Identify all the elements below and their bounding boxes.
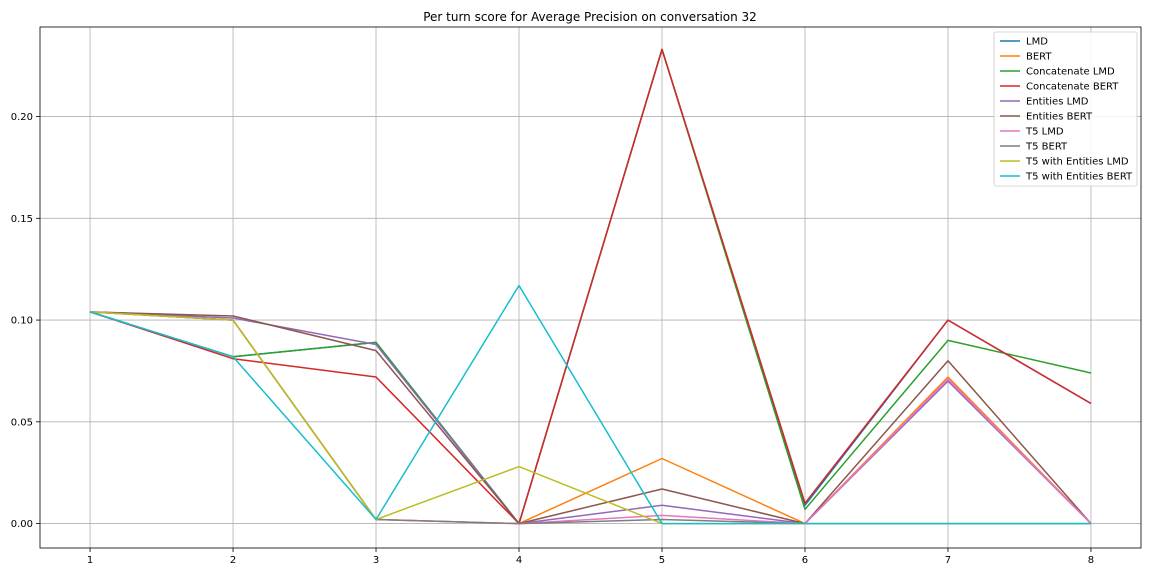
y-tick-label: 0.05	[11, 417, 33, 428]
legend-label: T5 LMD	[1025, 127, 1064, 138]
legend-label: Entities BERT	[1026, 112, 1093, 123]
legend-label: Concatenate BERT	[1026, 82, 1119, 93]
legend-label: Concatenate LMD	[1026, 67, 1115, 78]
series-line-3	[89, 48, 1092, 525]
series-layer	[89, 48, 1092, 525]
x-tick-label: 2	[230, 555, 236, 566]
x-tick-label: 8	[1088, 555, 1094, 566]
y-tick-label: 0.10	[11, 316, 33, 327]
x-tick-label: 5	[659, 555, 665, 566]
x-tick-label: 1	[87, 555, 93, 566]
y-tick-label: 0.00	[11, 519, 33, 530]
series-line-1	[89, 311, 1092, 525]
series-line-9	[89, 284, 1091, 525]
y-tick-label: 0.15	[11, 214, 33, 225]
x-tick-label: 4	[516, 555, 522, 566]
x-tick-label: 7	[945, 555, 951, 566]
y-tick-label: 0.20	[11, 112, 33, 123]
axes: 1 2 3 4 5 6 7 8 0.00 0.05 0.10 0.15 0.20	[11, 26, 1142, 566]
x-tick-label: 6	[802, 555, 808, 566]
legend-label: T5 with Entities LMD	[1025, 157, 1129, 168]
x-tick-label: 3	[373, 555, 379, 566]
series-line-5	[89, 311, 1092, 525]
legend-label: T5 with Entities BERT	[1025, 172, 1133, 183]
legend-label: LMD	[1026, 37, 1048, 48]
chart-title: Per turn score for Average Precision on …	[423, 10, 757, 24]
legend-label: Entities LMD	[1026, 97, 1089, 108]
legend-box	[993, 31, 1138, 187]
plot-frame	[39, 26, 1142, 549]
legend-label: T5 BERT	[1025, 142, 1068, 153]
legend-label: BERT	[1026, 52, 1052, 63]
legend: LMD BERT Concatenate LMD Concatenate BERT En…	[993, 31, 1138, 187]
